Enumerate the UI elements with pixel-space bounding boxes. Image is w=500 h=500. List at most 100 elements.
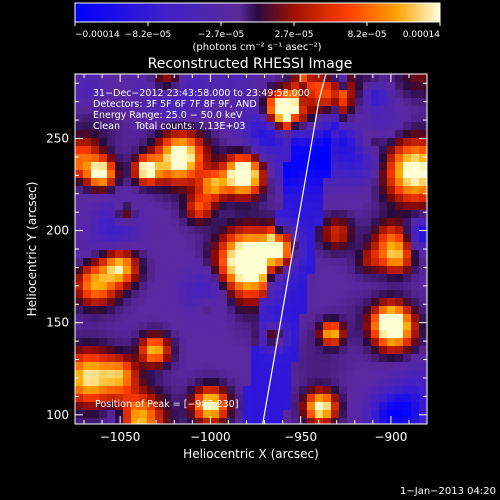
heatmap-cell — [291, 322, 299, 330]
heatmap-cell — [75, 330, 83, 338]
heatmap-cell — [211, 138, 219, 146]
heatmap-cell — [139, 362, 147, 370]
heatmap-cell — [291, 130, 299, 138]
heatmap-cell — [291, 210, 299, 218]
heatmap-cell — [227, 90, 235, 98]
heatmap-cell — [99, 402, 107, 410]
heatmap-cell — [187, 306, 195, 314]
heatmap-cell — [339, 386, 347, 394]
heatmap-cell — [243, 378, 251, 386]
heatmap-cell — [115, 266, 123, 274]
heatmap-cell — [379, 282, 387, 290]
heatmap-cell — [363, 194, 371, 202]
heatmap-cell — [75, 386, 83, 394]
heatmap-cell — [163, 242, 171, 250]
heatmap-cell — [419, 114, 427, 122]
heatmap-cell — [91, 258, 99, 266]
heatmap-cell — [91, 82, 99, 90]
heatmap-cell — [227, 418, 235, 424]
heatmap-cell — [259, 122, 267, 130]
heatmap-cell — [331, 194, 339, 202]
heatmap-cell — [387, 106, 395, 114]
heatmap-cell — [131, 122, 139, 130]
heatmap-cell — [171, 114, 179, 122]
heatmap-cell — [123, 402, 131, 410]
heatmap-cell — [203, 82, 211, 90]
heatmap-cell — [291, 354, 299, 362]
heatmap-cell — [379, 90, 387, 98]
heatmap-cell — [419, 234, 427, 242]
heatmap-cell — [211, 226, 219, 234]
heatmap-cell — [307, 122, 315, 130]
heatmap-cell — [403, 274, 411, 282]
heatmap-cell — [107, 186, 115, 194]
heatmap-cell — [395, 130, 403, 138]
heatmap-cell — [115, 298, 123, 306]
heatmap-cell — [323, 274, 331, 282]
heatmap-cell — [299, 242, 307, 250]
heatmap-cell — [179, 394, 187, 402]
heatmap-cell — [115, 82, 123, 90]
heatmap-cell — [139, 202, 147, 210]
heatmap-cell — [299, 306, 307, 314]
heatmap-cell — [419, 306, 427, 314]
heatmap-cell — [371, 146, 379, 154]
heatmap-cell — [291, 170, 299, 178]
heatmap-cell — [275, 146, 283, 154]
heatmap-cell — [355, 354, 363, 362]
heatmap-cell — [99, 250, 107, 258]
heatmap-cell — [323, 370, 331, 378]
heatmap-cell — [395, 242, 403, 250]
heatmap-cell — [171, 234, 179, 242]
heatmap-cell — [123, 218, 131, 226]
heatmap-cell — [363, 250, 371, 258]
heatmap-cell — [115, 322, 123, 330]
heatmap-cell — [131, 106, 139, 114]
heatmap-cell — [283, 74, 291, 82]
heatmap-cell — [275, 314, 283, 322]
heatmap-cell — [387, 298, 395, 306]
heatmap-cell — [259, 106, 267, 114]
heatmap-cell — [147, 74, 155, 82]
heatmap-cell — [123, 250, 131, 258]
heatmap-cell — [227, 162, 235, 170]
heatmap-cell — [219, 194, 227, 202]
heatmap-cell — [299, 362, 307, 370]
heatmap-cell — [211, 410, 219, 418]
heatmap-cell — [403, 226, 411, 234]
heatmap-cell — [411, 194, 419, 202]
heatmap-cell — [147, 378, 155, 386]
heatmap-cell — [283, 138, 291, 146]
heatmap-cell — [403, 138, 411, 146]
heatmap-cell — [315, 378, 323, 386]
heatmap-cell — [371, 154, 379, 162]
heatmap-cell — [267, 418, 275, 424]
heatmap-cell — [355, 362, 363, 370]
heatmap-cell — [171, 82, 179, 90]
heatmap-cell — [315, 202, 323, 210]
heatmap-cell — [315, 394, 323, 402]
heatmap-cell — [171, 146, 179, 154]
heatmap-cell — [267, 114, 275, 122]
heatmap-cell — [323, 410, 331, 418]
heatmap-cell — [171, 418, 179, 424]
heatmap-cell — [267, 98, 275, 106]
heatmap-cell — [91, 306, 99, 314]
heatmap-cell — [99, 114, 107, 122]
heatmap-cell — [171, 122, 179, 130]
heatmap-cell — [131, 90, 139, 98]
heatmap-cell — [131, 162, 139, 170]
heatmap-cell — [107, 322, 115, 330]
heatmap-cell — [219, 266, 227, 274]
heatmap-cell — [91, 370, 99, 378]
heatmap-cell — [227, 82, 235, 90]
heatmap-cell — [75, 306, 83, 314]
heatmap-cell — [267, 90, 275, 98]
heatmap-cell — [195, 266, 203, 274]
heatmap-cell — [155, 298, 163, 306]
heatmap-cell — [395, 146, 403, 154]
heatmap-cell — [323, 98, 331, 106]
heatmap-cell — [131, 386, 139, 394]
heatmap-cell — [219, 298, 227, 306]
heatmap-cell — [155, 162, 163, 170]
